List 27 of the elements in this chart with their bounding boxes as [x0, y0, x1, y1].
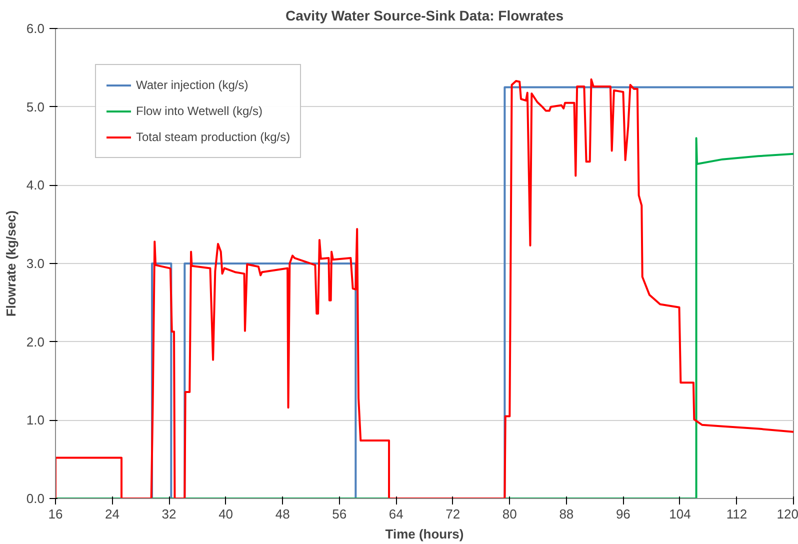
legend-label: Total steam production (kg/s) [136, 130, 290, 144]
x-tick-label: 16 [48, 506, 63, 522]
legend-label: Flow into Wetwell (kg/s) [136, 104, 262, 118]
y-axis-title: Flowrate (kg/sec) [3, 210, 18, 317]
x-tick-label: 96 [616, 506, 630, 522]
legend-label: Water injection (kg/s) [136, 78, 248, 92]
y-tick-label: 2.0 [26, 334, 45, 350]
y-tick-label: 4.0 [26, 178, 45, 193]
x-tick-label: 48 [275, 506, 290, 522]
x-tick-label: 120 [776, 506, 798, 522]
x-tick-label: 24 [105, 506, 120, 522]
x-tick-label: 104 [669, 506, 691, 522]
x-tick-label: 56 [332, 506, 347, 522]
x-tick-label: 64 [388, 506, 404, 522]
x-tick-label: 88 [559, 506, 574, 522]
y-tick-label: 0.0 [26, 491, 45, 506]
y-tick-label: 6.0 [26, 21, 45, 36]
x-tick-label: 40 [218, 506, 234, 522]
x-axis-title: Time (hours) [385, 526, 464, 542]
y-tick-label: 1.0 [26, 412, 45, 428]
y-tick-label: 3.0 [26, 256, 45, 271]
y-tick-label: 5.0 [26, 99, 45, 114]
x-tick-label: 80 [502, 506, 517, 522]
x-tick-label: 72 [446, 506, 460, 522]
chart-title: Cavity Water Source-Sink Data: Flowrates [286, 8, 564, 24]
x-tick-label: 112 [726, 506, 748, 522]
x-tick-label: 32 [162, 506, 176, 522]
